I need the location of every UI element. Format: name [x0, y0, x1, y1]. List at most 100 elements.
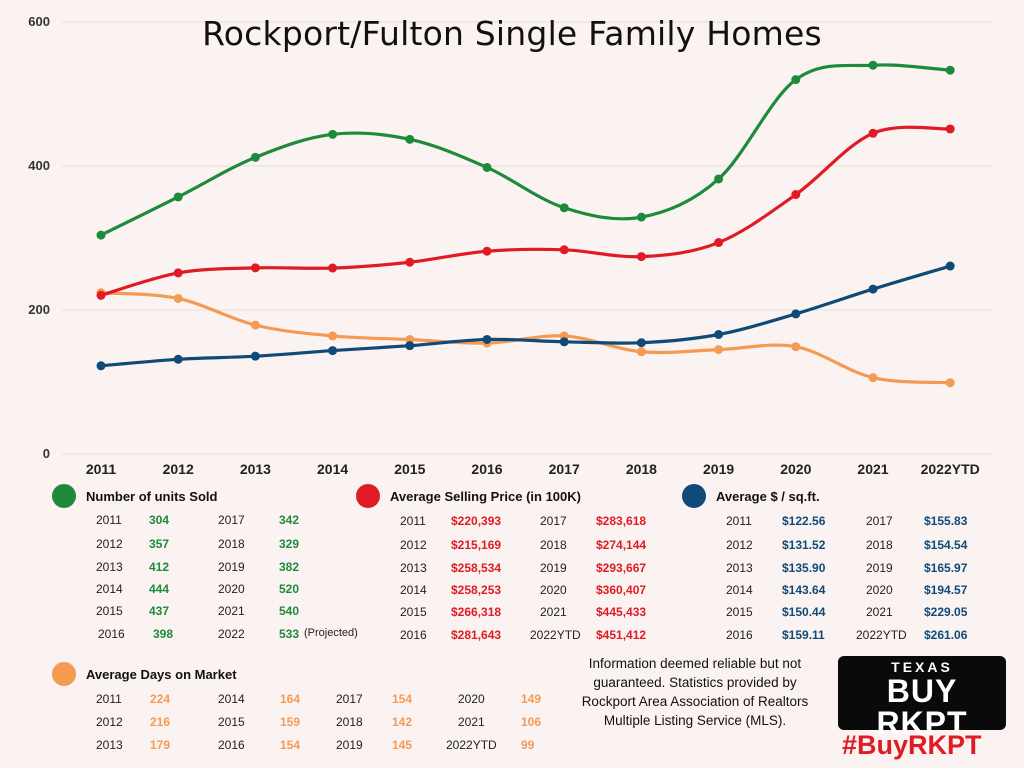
disclaimer-note: Information deemed reliable but not guar…: [581, 656, 809, 728]
units-year: 2021: [218, 604, 245, 618]
units-year: 2011: [96, 513, 122, 527]
sqft-year: 2012: [726, 538, 753, 552]
price-year: 2013: [400, 561, 427, 575]
data-point: [328, 331, 338, 341]
price-value: $258,534: [451, 561, 502, 575]
data-point: [791, 75, 801, 85]
days-value: 142: [392, 715, 413, 729]
data-point: [868, 128, 878, 138]
sqft-value: $131.52: [782, 538, 826, 552]
units-value: 412: [149, 560, 170, 574]
logo-line2: BUY RKPT: [876, 673, 968, 741]
chart-title: Rockport/Fulton Single Family Homes: [202, 14, 822, 53]
units-value: 357: [149, 537, 170, 551]
data-point: [96, 361, 106, 371]
logo-line1: TEXAS: [891, 659, 953, 675]
x-tick-label: 2019: [703, 461, 734, 477]
legend-price: Average Selling Price (in 100K): [356, 484, 581, 508]
price-legend-marker: [356, 484, 380, 508]
sqft-year: 2011: [726, 514, 752, 528]
price-value: $266,318: [451, 605, 502, 619]
data-point: [405, 341, 415, 351]
hashtag: #BuyRKPT: [842, 730, 982, 760]
legend-sqft: Average $ / sq.ft.: [682, 484, 820, 508]
days-year: 2017: [336, 692, 363, 706]
sqft-year: 2016: [726, 628, 753, 642]
price-value: $283,618: [596, 514, 647, 528]
days-year: 2018: [336, 715, 363, 729]
sqft-year: 2017: [866, 514, 893, 528]
x-tick-label: 2012: [163, 461, 194, 477]
price-value: $215,169: [451, 538, 502, 552]
data-point: [868, 373, 878, 383]
x-tick-label: 2013: [240, 461, 271, 477]
price-value: $258,253: [451, 583, 502, 597]
price-year: 2019: [540, 561, 567, 575]
data-point: [173, 268, 183, 278]
legend-units-label: Number of units Sold: [86, 488, 218, 504]
data-point: [405, 134, 415, 144]
price-value: $293,667: [596, 561, 647, 575]
units-value: 444: [149, 582, 170, 596]
units-value: 520: [279, 582, 300, 596]
days-value: 145: [392, 738, 413, 752]
legend-days-label: Average Days on Market: [86, 666, 237, 682]
sqft-value: $135.90: [782, 561, 826, 575]
legend-price-label: Average Selling Price (in 100K): [390, 488, 581, 504]
units-year: 2013: [96, 560, 123, 574]
buy-rkpt-logo: TEXAS BUY RKPT REAL ESTATE: [838, 656, 1006, 748]
units-year: 2018: [218, 537, 245, 551]
data-point: [714, 174, 724, 184]
data-point: [636, 338, 646, 348]
data-point: [250, 152, 260, 162]
sqft-year: 2019: [866, 561, 893, 575]
days-year: 2013: [96, 738, 123, 752]
price-value: $274,144: [596, 538, 647, 552]
units-year: 2017: [218, 513, 245, 527]
days-year: 2020: [458, 692, 485, 706]
units-value: 540: [279, 604, 300, 618]
sqft-year: 2021: [866, 605, 893, 619]
data-point: [405, 335, 415, 345]
data-point: [791, 190, 801, 200]
days-year: 2016: [218, 738, 245, 752]
days-year: 2022YTD: [446, 738, 497, 752]
price-value: $445,433: [596, 605, 647, 619]
x-tick-label: 2011: [86, 461, 117, 477]
units-year: 2015: [96, 604, 123, 618]
data-point: [636, 252, 646, 262]
y-tick-label: 0: [43, 446, 50, 461]
days-value: 159: [280, 715, 301, 729]
data-point: [945, 65, 955, 75]
series-line: [99, 63, 952, 237]
sqft-year: 2014: [726, 583, 753, 597]
data-point: [405, 257, 415, 267]
units-year: 2014: [96, 582, 123, 596]
data-point: [328, 129, 338, 139]
data-point: [328, 346, 338, 356]
data-point: [250, 263, 260, 273]
units-value: 304: [149, 513, 170, 527]
data-point: [945, 261, 955, 271]
data-point: [791, 342, 801, 352]
units-value: 342: [279, 513, 300, 527]
units-legend-marker: [52, 484, 76, 508]
price-year: 2015: [400, 605, 427, 619]
data-point: [559, 245, 569, 255]
units-year: 2012: [96, 537, 123, 551]
sqft-year: 2015: [726, 605, 753, 619]
data-point: [250, 351, 260, 361]
sqft-value: $229.05: [924, 605, 968, 619]
x-tick-label: 2017: [549, 461, 580, 477]
data-point: [173, 293, 183, 303]
units-value: 382: [279, 560, 300, 574]
days-value: 149: [521, 692, 542, 706]
price-year: 2016: [400, 628, 427, 642]
y-tick-label: 600: [28, 14, 50, 29]
price-year: 2011: [400, 514, 426, 528]
data-point: [791, 309, 801, 319]
price-year: 2012: [400, 538, 427, 552]
sqft-value: $165.97: [924, 561, 968, 575]
price-value: $220,393: [451, 514, 502, 528]
legend-sqft-label: Average $ / sq.ft.: [716, 488, 820, 504]
